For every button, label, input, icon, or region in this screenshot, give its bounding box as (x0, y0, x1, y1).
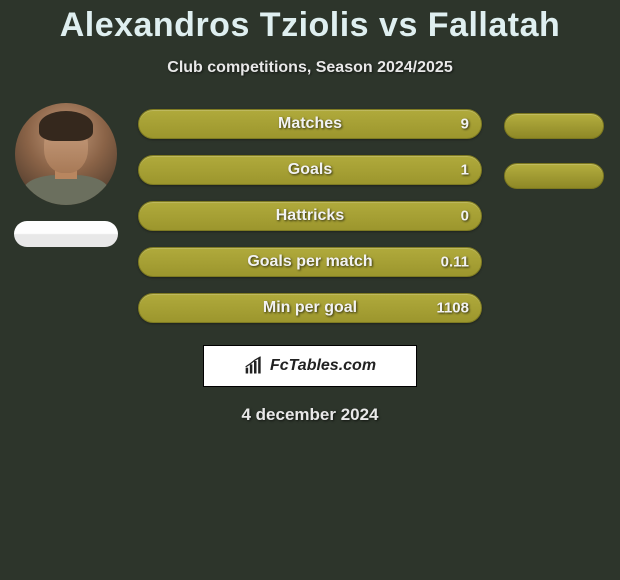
bars-icon (244, 356, 264, 376)
stat-bar: Goals 1 (138, 155, 482, 185)
stat-label: Matches (278, 115, 342, 133)
player-left-column (6, 103, 126, 247)
stat-value-left-player: 1 (461, 162, 469, 179)
stat-value-left-player: 0 (461, 208, 469, 225)
stat-label: Min per goal (263, 299, 357, 317)
stat-bar: Goals per match 0.11 (138, 247, 482, 277)
stat-label: Goals per match (247, 253, 372, 271)
player-left-country-pill (14, 221, 118, 247)
player-right-pill-0 (504, 113, 604, 139)
stat-label: Hattricks (276, 207, 344, 225)
stat-label: Goals (288, 161, 332, 179)
stat-value-left-player: 9 (461, 116, 469, 133)
date-label: 4 december 2024 (0, 405, 620, 425)
player-right-pill-1 (504, 163, 604, 189)
stat-bars: Matches 9 Goals 1 Hattricks 0 Goals per … (138, 109, 482, 323)
stat-bar: Hattricks 0 (138, 201, 482, 231)
player-right-column (494, 103, 614, 189)
comparison-chart: Matches 9 Goals 1 Hattricks 0 Goals per … (0, 109, 620, 323)
player-left-avatar (15, 103, 117, 205)
stat-bar: Matches 9 (138, 109, 482, 139)
stat-bar: Min per goal 1108 (138, 293, 482, 323)
brand-text: FcTables.com (270, 357, 376, 375)
page-subtitle: Club competitions, Season 2024/2025 (0, 59, 620, 77)
stat-value-left-player: 0.11 (441, 254, 469, 271)
stat-value-left-player: 1108 (436, 300, 469, 317)
brand-badge: FcTables.com (203, 345, 417, 387)
page-title: Alexandros Tziolis vs Fallatah (0, 0, 620, 45)
